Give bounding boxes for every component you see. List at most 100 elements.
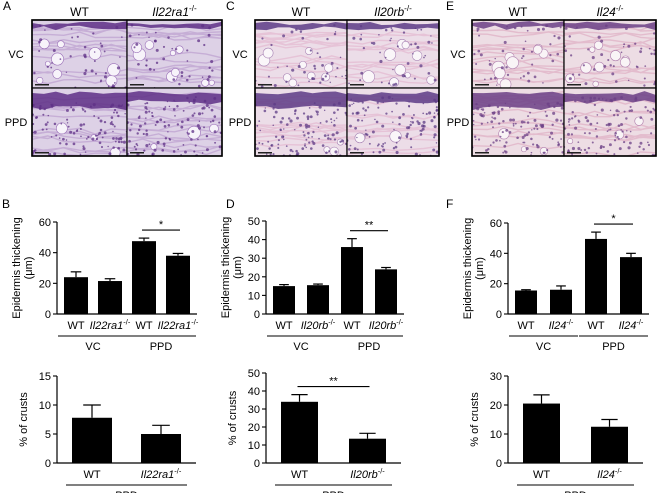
vacuole [499, 78, 512, 88]
cell-nucleus [144, 102, 147, 105]
cell-nucleus [533, 103, 536, 106]
cell-nucleus [352, 102, 355, 105]
cell-nucleus [629, 130, 632, 133]
cell-nucleus [556, 52, 560, 56]
cell-nucleus [422, 120, 426, 124]
cell-nucleus [521, 57, 523, 60]
cell-nucleus [333, 124, 336, 127]
cell-nucleus [341, 75, 343, 78]
cell-nucleus [97, 116, 100, 120]
cell-nucleus [115, 25, 119, 29]
cell-nucleus [208, 26, 211, 30]
cell-nucleus [568, 77, 572, 81]
cell-nucleus [361, 101, 364, 104]
cell-nucleus [75, 102, 78, 104]
cell-nucleus [370, 41, 373, 45]
vacuole [411, 50, 423, 61]
cell-nucleus [571, 73, 575, 76]
cell-nucleus [512, 124, 515, 127]
cell-nucleus [643, 84, 646, 87]
cell-nucleus [261, 142, 264, 145]
cell-nucleus [387, 82, 391, 85]
cell-nucleus [526, 29, 529, 32]
cell-nucleus [98, 141, 102, 145]
cell-nucleus [595, 135, 599, 138]
cell-nucleus [505, 141, 508, 144]
cell-nucleus [65, 108, 69, 112]
x-tick-label: Il22ra1-/- [158, 318, 199, 332]
cell-nucleus [304, 123, 308, 127]
cell-nucleus [69, 55, 72, 58]
micrograph-grid-border [471, 19, 657, 157]
cell-nucleus [623, 110, 626, 113]
cell-nucleus [625, 135, 628, 139]
collagen-fiber [564, 111, 656, 118]
cell-nucleus [99, 119, 103, 123]
cell-nucleus [157, 120, 159, 123]
cell-nucleus [366, 133, 369, 136]
cell-nucleus [410, 43, 413, 46]
cell-nucleus [371, 130, 375, 134]
cell-nucleus [282, 138, 285, 141]
cell-nucleus [301, 36, 305, 40]
collagen-fiber [255, 136, 347, 144]
cell-nucleus [277, 146, 280, 149]
cell-nucleus [308, 107, 311, 109]
cell-nucleus [593, 103, 597, 107]
cell-nucleus [116, 66, 121, 70]
cell-nucleus [112, 137, 115, 140]
cell-nucleus [647, 143, 651, 147]
cell-nucleus [646, 109, 649, 112]
cell-nucleus [45, 128, 48, 131]
cell-nucleus [59, 58, 62, 61]
cell-nucleus [359, 37, 363, 41]
vacuole [201, 78, 210, 87]
cell-nucleus [519, 77, 522, 79]
cell-nucleus [411, 121, 415, 124]
cell-nucleus [349, 124, 352, 128]
cell-nucleus [496, 84, 498, 86]
cell-nucleus [502, 151, 505, 154]
cell-nucleus [431, 42, 433, 44]
cell-nucleus [256, 147, 259, 151]
cell-nucleus [159, 118, 163, 122]
cell-nucleus [378, 33, 380, 36]
cell-nucleus [321, 63, 324, 67]
vacuole [298, 60, 307, 69]
cell-nucleus [398, 116, 402, 120]
cell-nucleus [609, 99, 613, 102]
cell-nucleus [337, 101, 341, 105]
cell-nucleus [488, 60, 491, 62]
cell-nucleus [193, 150, 196, 153]
cell-nucleus [627, 79, 630, 82]
bar-chart-b-crusts: 0 5 10 15 % of crusts WT Il22ra1-/- PPD [18, 371, 196, 493]
cell-nucleus [405, 134, 409, 138]
y-tick-label: 0 [496, 309, 502, 321]
collagen-fiber [32, 135, 127, 144]
cell-nucleus [161, 149, 165, 152]
collagen-fiber [564, 67, 656, 75]
cell-nucleus [41, 128, 44, 131]
collagen-fiber [255, 54, 347, 62]
cell-nucleus [492, 126, 494, 129]
cell-nucleus [591, 56, 595, 60]
cell-nucleus [145, 31, 148, 34]
cell-nucleus [553, 105, 556, 109]
cell-nucleus [617, 124, 621, 127]
collagen-fiber [255, 38, 347, 46]
cell-nucleus [109, 121, 113, 126]
cell-nucleus [522, 75, 526, 78]
cell-nucleus [174, 115, 176, 117]
scale-bar [130, 84, 144, 86]
cell-nucleus [575, 26, 578, 29]
cell-nucleus [168, 105, 171, 108]
cell-nucleus [272, 115, 276, 119]
cell-nucleus [32, 131, 35, 134]
y-tick-label: 10 [490, 429, 502, 441]
cell-nucleus [117, 114, 120, 118]
cell-nucleus [324, 75, 327, 78]
cell-nucleus [472, 119, 475, 122]
cell-nucleus [152, 115, 154, 118]
group-label: PPD [322, 490, 345, 493]
bar [375, 269, 397, 314]
